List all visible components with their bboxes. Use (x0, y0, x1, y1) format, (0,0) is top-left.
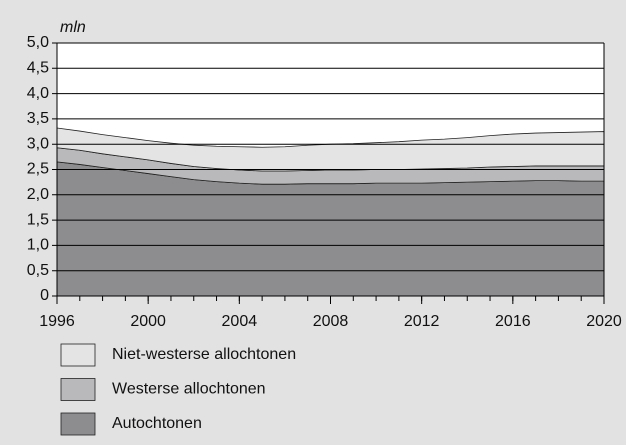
x-tick-label: 2008 (313, 313, 349, 330)
x-tick-label: 2020 (586, 313, 622, 330)
x-tick-label: 2000 (130, 313, 166, 330)
y-tick-label: 5,0 (27, 34, 49, 51)
y-tick-label: 4,0 (27, 85, 49, 102)
y-tick-label: 0 (40, 287, 49, 304)
y-tick-label: 1,5 (27, 211, 49, 228)
y-tick-label: 4,5 (27, 60, 49, 77)
x-tick-label: 1996 (39, 313, 75, 330)
legend-swatch (60, 343, 96, 367)
legend-label: Niet-westerse allochtonen (112, 346, 296, 363)
y-tick-label: 1,0 (27, 237, 49, 254)
legend-swatch (60, 412, 96, 436)
x-tick-label: 2004 (222, 313, 258, 330)
y-tick-label: 3,0 (27, 135, 49, 152)
y-tick-label: 3,5 (27, 110, 49, 127)
x-tick-label: 2012 (404, 313, 440, 330)
legend-swatch (60, 378, 96, 401)
y-tick-label: 2,5 (27, 161, 49, 178)
y-tick-label: 0,5 (27, 262, 49, 279)
legend-label: Autochtonen (112, 415, 202, 432)
legend-label: Westerse allochtonen (112, 381, 266, 398)
x-tick-label: 2016 (495, 313, 531, 330)
y-tick-label: 2,0 (27, 186, 49, 203)
y-axis-label: mln (60, 19, 86, 36)
